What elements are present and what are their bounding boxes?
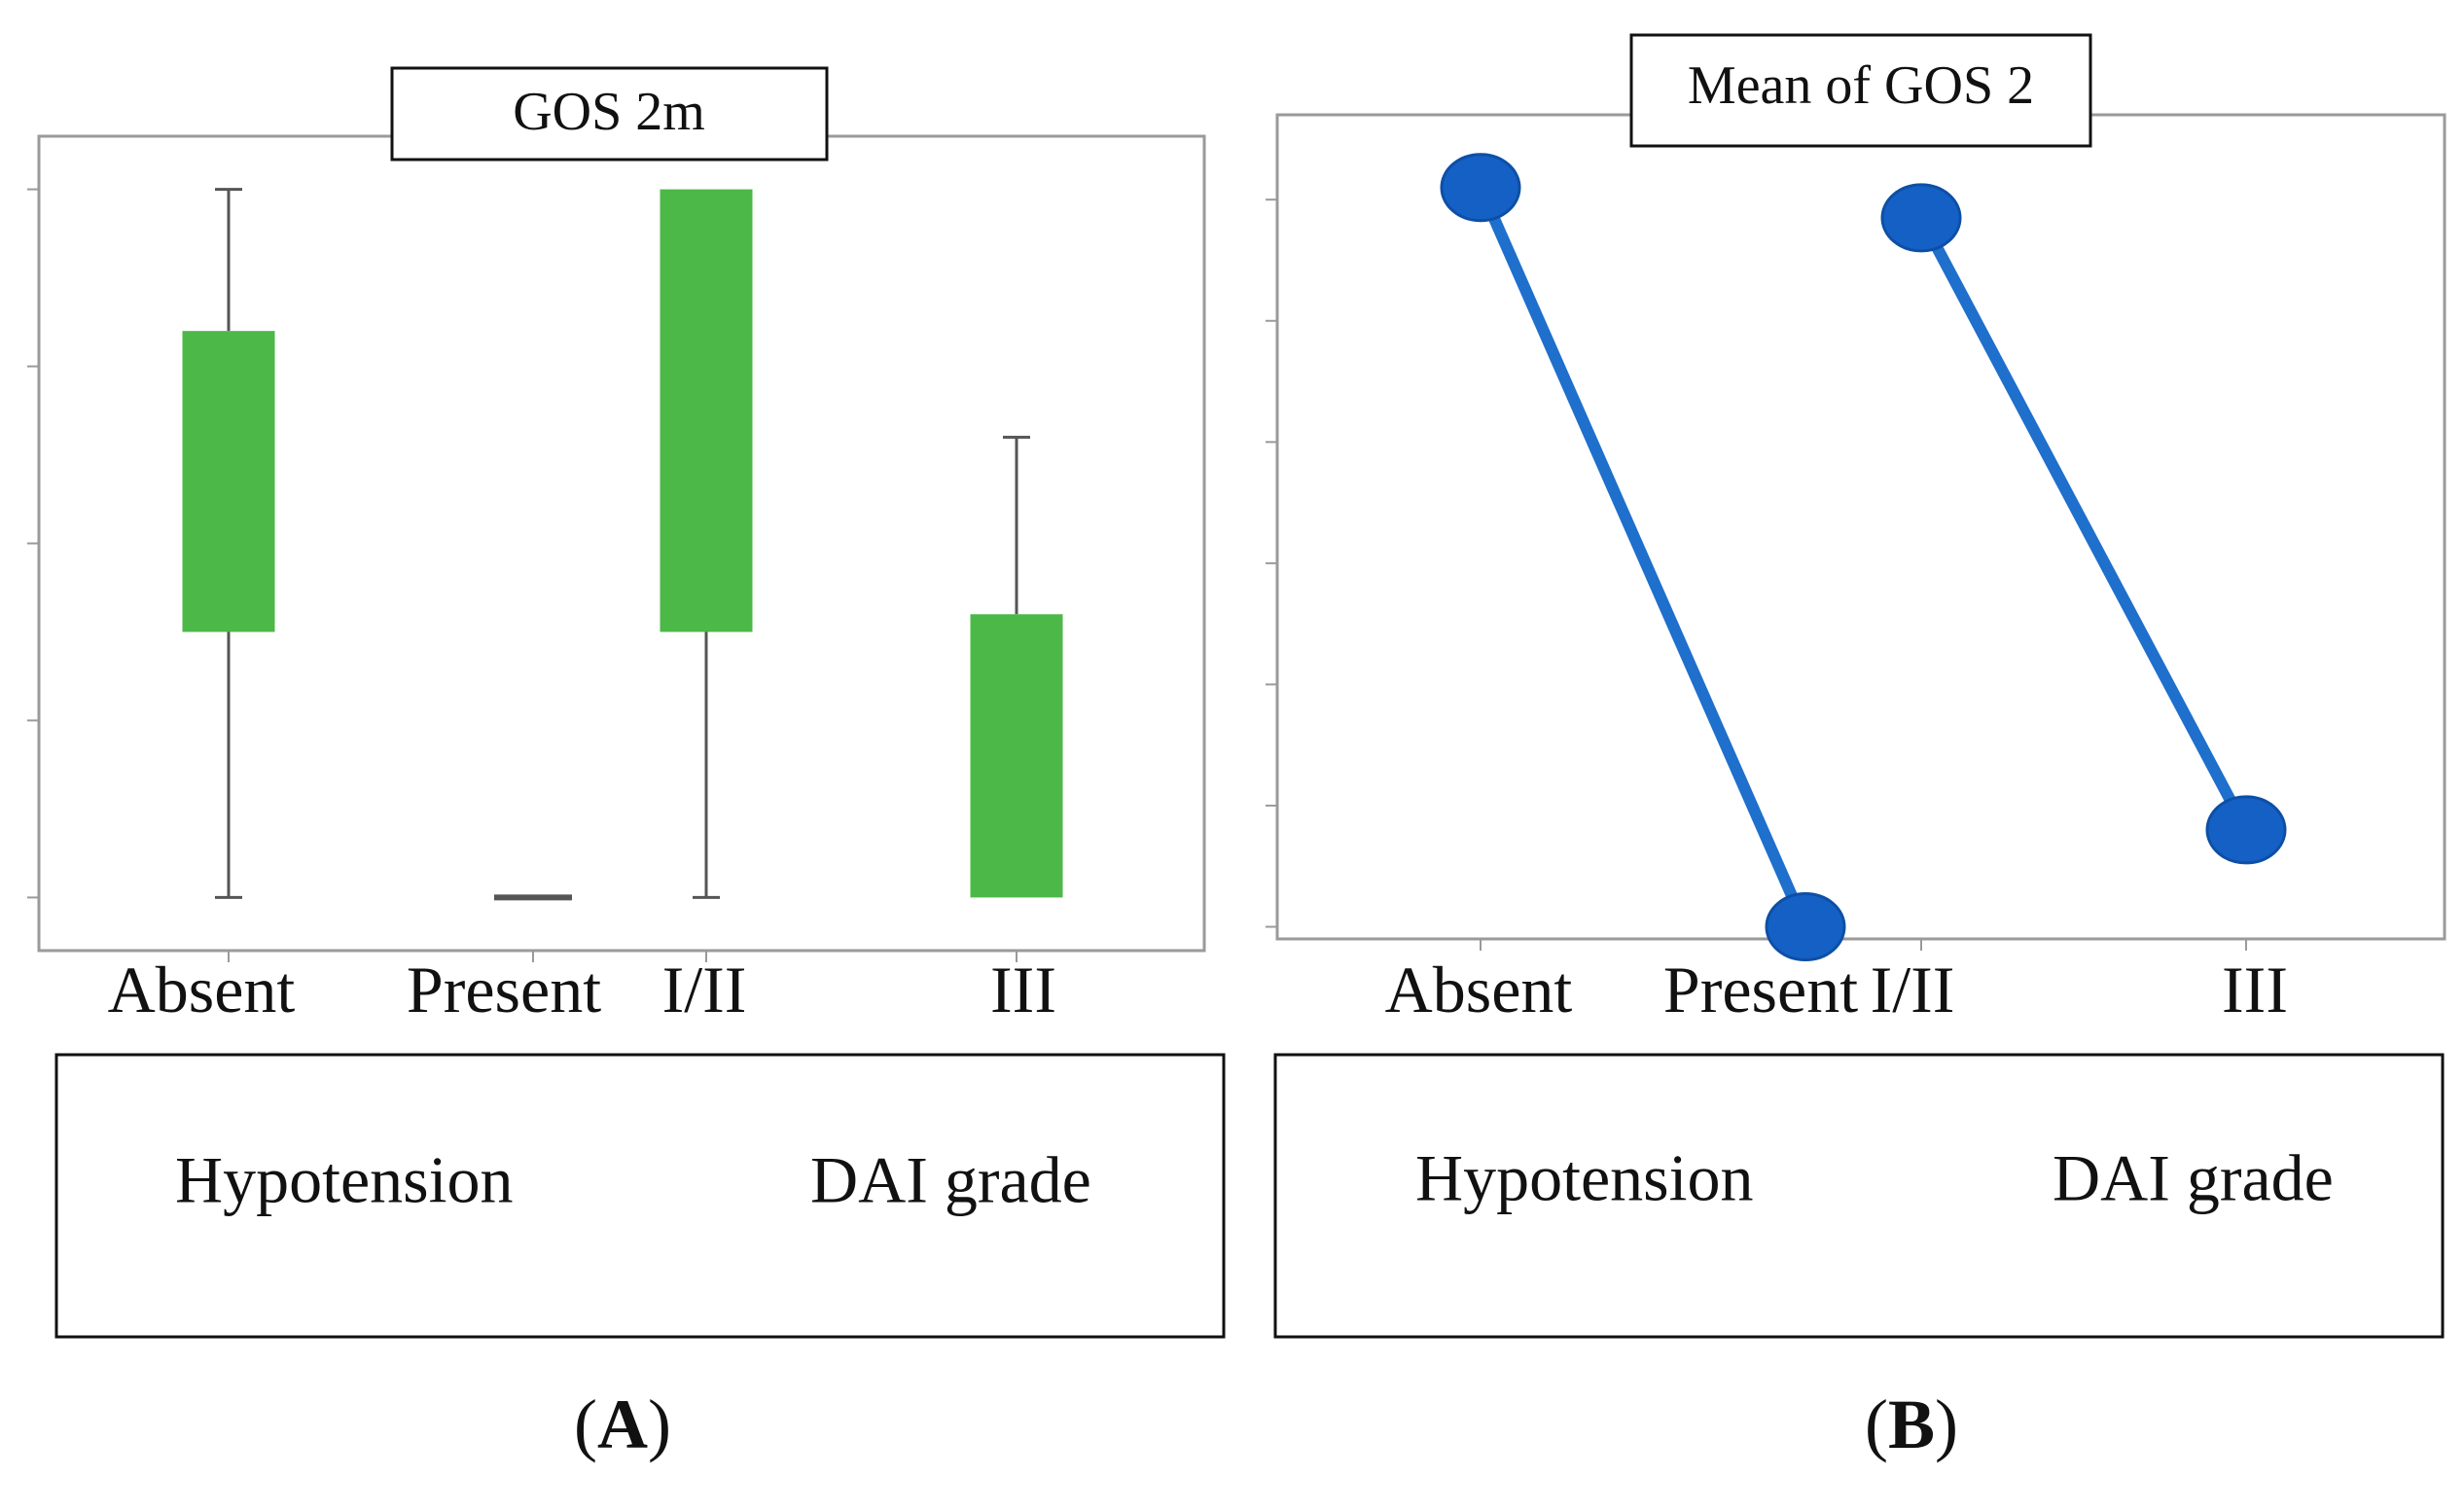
panel-b-category-label-i-ii: I/II bbox=[1871, 953, 1955, 1026]
panel-b-category-label-present: Present bbox=[1663, 953, 1858, 1026]
panel-a-box-iii bbox=[970, 435, 1063, 898]
panel-a-letter-value: A bbox=[597, 1386, 648, 1463]
panel-b-category-labels: Absent Present I/II III bbox=[1385, 953, 2288, 1026]
panel-a-box-i-ii bbox=[660, 189, 753, 899]
panel-b-group-box bbox=[1273, 1053, 2445, 1339]
panel-b-group-label-dai-grade: DAI grade bbox=[2053, 1141, 2334, 1215]
panel-a-iqr-box-absent bbox=[182, 331, 275, 632]
panel-b-line-plot: Mean of GOS 2 Absent Present I/II III Hypot… bbox=[1266, 33, 2446, 1463]
panel-a-category-labels: Absent Present I/II III bbox=[108, 953, 1056, 1026]
panel-a-category-label-present: Present bbox=[407, 953, 601, 1026]
panel-b-series-hypotension bbox=[1440, 153, 1846, 962]
panel-b-series bbox=[1440, 153, 2287, 962]
panel-a-category-label-iii: III bbox=[990, 953, 1056, 1026]
panel-b-line-hypotension bbox=[1475, 181, 1811, 933]
panel-a-letter: (A) bbox=[574, 1386, 671, 1463]
panel-a-group-label-dai-grade: DAI grade bbox=[810, 1143, 1091, 1217]
panel-b-series-dai-grade bbox=[1880, 183, 2287, 865]
panel-b-letter: (B) bbox=[1865, 1386, 1958, 1463]
panel-a-box-absent bbox=[182, 188, 275, 899]
panel-b-title: Mean of GOS 2 bbox=[1688, 55, 2034, 116]
panel-b-category-label-absent: Absent bbox=[1385, 953, 1573, 1026]
panel-b-category-label-iii: III bbox=[2222, 953, 2288, 1026]
panel-a-group-box bbox=[54, 1053, 1226, 1339]
panel-a-y-ticks bbox=[27, 188, 39, 899]
panel-b-group-label-hypotension: Hypotension bbox=[1415, 1141, 1754, 1215]
panel-a-category-label-absent: Absent bbox=[108, 953, 296, 1026]
panel-a-title: GOS 2m bbox=[513, 82, 705, 142]
panel-b-point-hypotension-absent bbox=[1440, 153, 1521, 223]
panel-b-point-dai-grade-iii bbox=[2205, 795, 2287, 865]
panel-b-point-dai-grade-i-ii bbox=[1880, 183, 1962, 253]
panel-a-iqr-box-iii bbox=[970, 614, 1063, 898]
panel-a-boxes bbox=[182, 188, 1063, 901]
panel-b-y-ticks bbox=[1266, 198, 1277, 928]
panel-b-x-ticks bbox=[1480, 939, 2247, 951]
panel-a-box-plot: GOS 2m Absent Present I/II III Hypotension … bbox=[27, 66, 1226, 1463]
panel-a-category-label-i-ii: I/II bbox=[662, 953, 747, 1026]
panel-b-title-box bbox=[1629, 33, 2092, 148]
panel-a-iqr-box-i-ii bbox=[660, 189, 753, 632]
panel-b-line-dai-grade bbox=[1915, 211, 2252, 836]
panel-a-group-label-hypotension: Hypotension bbox=[175, 1143, 514, 1217]
panel-a-x-ticks bbox=[228, 951, 1018, 962]
panel-b-point-hypotension-present bbox=[1765, 892, 1846, 962]
panel-b-letter-value: B bbox=[1888, 1386, 1935, 1463]
panel-a-title-box bbox=[390, 66, 829, 162]
